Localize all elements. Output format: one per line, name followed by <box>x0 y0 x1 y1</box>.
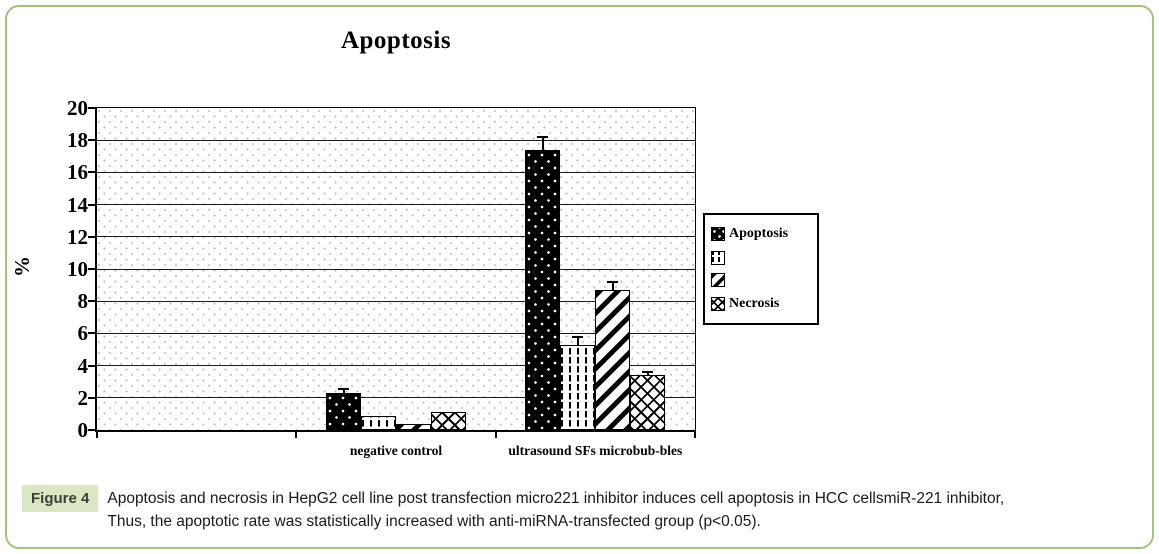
gridline <box>97 268 695 270</box>
error-bar <box>342 388 345 393</box>
y-axis-tick-mark <box>88 268 97 270</box>
legend-label: Necrosis <box>729 296 780 312</box>
y-axis-tick-mark <box>88 332 97 335</box>
x-axis-tick-mark <box>694 432 696 438</box>
error-bar <box>541 137 544 150</box>
bar <box>396 423 431 430</box>
figure-label-badge: Figure 4 <box>22 485 99 512</box>
bar <box>326 392 361 430</box>
y-axis-tick-label: 10 <box>67 257 88 281</box>
x-axis-tick-mark <box>295 432 298 438</box>
y-axis-tick-label: 12 <box>67 224 88 249</box>
bar <box>630 375 666 430</box>
y-axis-tick-label: 6 <box>77 321 89 346</box>
y-axis-tick-label: 8 <box>77 289 89 314</box>
error-bar-cap <box>338 387 349 390</box>
y-axis-tick-label: 20 <box>67 96 88 120</box>
legend-swatch-diagonal-stripes-icon <box>711 273 725 288</box>
error-bar <box>576 337 579 345</box>
y-axis-tick-label: 0 <box>77 418 89 442</box>
y-axis-tick-label: 4 <box>77 353 89 378</box>
legend-item <box>711 250 811 265</box>
y-axis-tick-label: 2 <box>77 385 89 410</box>
y-axis-tick-mark <box>88 396 97 399</box>
y-axis-tick-mark <box>88 300 97 303</box>
gridline <box>97 139 695 141</box>
y-axis-tick-mark <box>88 203 97 206</box>
y-axis-tick-label: 18 <box>67 128 88 153</box>
gridline <box>97 236 695 238</box>
legend-swatch-crosshatch-icon <box>711 297 725 312</box>
legend-item: Apoptosis <box>711 226 811 242</box>
y-axis-tick-label: 14 <box>67 192 88 217</box>
caption-text: Apoptosis and necrosis in HepG2 cell lin… <box>107 485 1004 533</box>
x-axis-tick-mark <box>494 432 497 438</box>
gridline <box>97 332 695 334</box>
legend-label: Apoptosis <box>729 225 789 241</box>
bar <box>595 289 631 430</box>
y-axis-tick-mark <box>88 235 97 238</box>
legend-swatch-black-white-dots-icon <box>711 226 725 241</box>
y-axis-tick-mark <box>88 107 97 109</box>
y-axis-tick-mark <box>88 364 97 367</box>
gridline <box>97 204 695 206</box>
gridline <box>97 365 695 367</box>
gridline <box>97 300 695 302</box>
bar <box>431 412 466 430</box>
caption-line-1: Apoptosis and necrosis in HepG2 cell lin… <box>107 490 1005 507</box>
plot-area <box>95 107 696 432</box>
y-axis-tick-mark <box>88 139 97 142</box>
y-axis-label: % <box>10 256 34 277</box>
legend: Apoptosis Necrosis <box>703 213 819 325</box>
bar <box>525 149 561 430</box>
gridline <box>97 171 695 173</box>
caption-line-2: Thus, the apoptotic rate was statistical… <box>107 513 761 530</box>
legend-item: Necrosis <box>711 296 811 312</box>
x-axis-tick-mark <box>96 432 98 438</box>
error-bar-cap <box>572 336 584 339</box>
chart-title: Apoptosis <box>340 27 452 54</box>
figure-caption: Figure 4 Apoptosis and necrosis in HepG2… <box>22 485 1140 533</box>
error-bar-cap <box>642 371 654 374</box>
y-axis-tick-label: 16 <box>67 160 88 185</box>
error-bar <box>646 372 649 376</box>
legend-swatch-vertical-dashed-lines-icon <box>711 250 725 265</box>
x-axis-category-label: negative control <box>349 443 443 458</box>
error-bar-cap <box>607 280 619 283</box>
x-axis-category-label: ultrasound SFs microbub-bles <box>508 443 683 458</box>
error-bar-cap <box>537 135 549 138</box>
bar <box>361 415 396 430</box>
error-bar <box>611 281 614 290</box>
y-axis-tick-mark <box>88 429 97 431</box>
legend-item <box>711 273 811 288</box>
bar <box>560 344 596 430</box>
y-axis-tick-mark <box>88 171 97 174</box>
gridline <box>97 397 695 399</box>
